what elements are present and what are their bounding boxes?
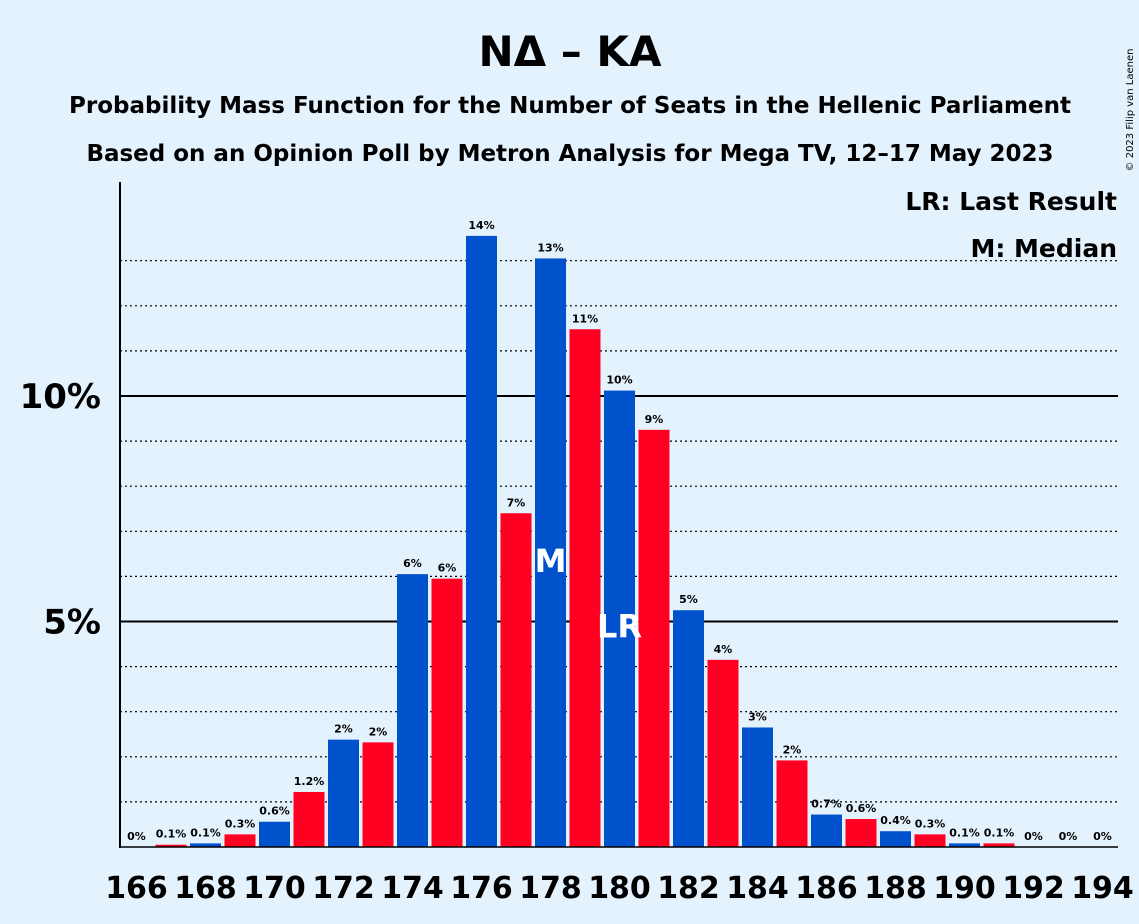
data-label-seat-182: 5% xyxy=(679,593,698,606)
data-label-seat-175: 6% xyxy=(438,562,457,575)
data-label-seat-179: 11% xyxy=(572,312,598,325)
x-axis-ticks: 166 168 170 172 174 176 178 180 182 184 186 188 190 1… xyxy=(105,871,1134,906)
data-label-seat-176: 14% xyxy=(468,219,494,232)
y-axis-ticks: 5% 10% xyxy=(20,377,101,643)
bar-seat-178 xyxy=(535,258,566,847)
data-label-seat-180: 10% xyxy=(606,374,632,387)
bars xyxy=(155,235,1015,847)
median-marker: M xyxy=(535,542,567,580)
bar-seat-190 xyxy=(949,843,980,847)
x-tick-label: 194 xyxy=(1071,871,1134,906)
chart-title: ΝΔ – ΚΑ xyxy=(479,27,662,76)
data-label-seat-187: 0.6% xyxy=(846,802,877,815)
bar-seat-187 xyxy=(845,819,877,847)
bar-seat-176 xyxy=(466,235,497,847)
legend-median: M: Median xyxy=(970,234,1117,263)
bar-seat-188 xyxy=(880,831,911,847)
data-label-seat-168: 0.1% xyxy=(190,826,221,839)
bar-seat-182 xyxy=(673,610,704,847)
data-label-seat-167: 0.1% xyxy=(156,828,187,841)
bar-seat-181 xyxy=(638,429,670,847)
data-label-seat-177: 7% xyxy=(507,496,526,509)
x-tick-label: 176 xyxy=(450,871,513,906)
bar-seat-170 xyxy=(259,821,290,847)
x-tick-label: 182 xyxy=(657,871,720,906)
x-tick-label: 178 xyxy=(519,871,582,906)
bar-seat-168 xyxy=(190,843,221,847)
copyright-note: © 2023 Filip van Laenen xyxy=(1125,49,1136,172)
bar-seat-180 xyxy=(604,390,635,847)
data-label-seat-169: 0.3% xyxy=(225,817,256,830)
data-labels: 0% 0.1% 0.1%0.3%0.6%1.2%2% 2%6% 6%14%7%13%11… xyxy=(127,219,1112,843)
data-label-seat-166: 0% xyxy=(127,830,146,843)
bar-seat-191 xyxy=(983,843,1015,847)
data-label-seat-194: 0% xyxy=(1093,830,1112,843)
bar-seat-184 xyxy=(742,727,773,847)
data-label-seat-185: 2% xyxy=(783,743,802,756)
markers: M LR xyxy=(535,542,642,645)
legend-last-result: LR: Last Result xyxy=(905,187,1117,216)
x-tick-label: 190 xyxy=(933,871,996,906)
data-label-seat-181: 9% xyxy=(645,413,664,426)
last-result-marker: LR xyxy=(597,607,642,645)
data-label-seat-190: 0.1% xyxy=(949,826,980,839)
bar-seat-174 xyxy=(397,574,428,847)
bar-seat-186 xyxy=(811,814,842,847)
data-label-seat-189: 0.3% xyxy=(915,817,946,830)
bar-seat-175 xyxy=(431,578,463,847)
bar-seat-169 xyxy=(224,834,256,847)
y-tick-label: 10% xyxy=(20,377,101,417)
data-label-seat-191: 0.1% xyxy=(984,826,1015,839)
bar-seat-171 xyxy=(293,791,325,847)
data-label-seat-171: 1.2% xyxy=(294,775,325,788)
x-tick-label: 168 xyxy=(174,871,237,906)
x-tick-label: 188 xyxy=(864,871,927,906)
bar-seat-167 xyxy=(155,844,187,847)
data-label-seat-172: 2% xyxy=(334,723,353,736)
bar-seat-183 xyxy=(707,659,739,847)
x-tick-label: 166 xyxy=(105,871,168,906)
data-label-seat-188: 0.4% xyxy=(880,814,911,827)
bar-seat-172 xyxy=(328,739,359,847)
x-tick-label: 184 xyxy=(726,871,789,906)
bar-seat-185 xyxy=(776,760,808,847)
data-label-seat-186: 0.7% xyxy=(811,798,842,811)
data-label-seat-173: 2% xyxy=(369,725,388,738)
y-tick-label: 5% xyxy=(43,603,101,643)
chart-subtitle-source: Based on an Opinion Poll by Metron Analy… xyxy=(86,141,1053,167)
chart-subtitle: Probability Mass Function for the Number… xyxy=(69,93,1071,119)
data-label-seat-192: 0% xyxy=(1024,830,1043,843)
data-label-seat-184: 3% xyxy=(748,710,767,723)
x-tick-label: 170 xyxy=(243,871,306,906)
data-label-seat-178: 13% xyxy=(537,241,563,254)
bar-seat-189 xyxy=(914,834,946,847)
data-label-seat-170: 0.6% xyxy=(259,805,290,818)
bar-seat-173 xyxy=(362,742,394,847)
bar-seat-179 xyxy=(569,329,601,847)
bar-seat-177 xyxy=(500,513,532,847)
x-tick-label: 172 xyxy=(312,871,375,906)
x-tick-label: 186 xyxy=(795,871,858,906)
x-tick-label: 192 xyxy=(1002,871,1065,906)
data-label-seat-183: 4% xyxy=(714,643,733,656)
x-tick-label: 180 xyxy=(588,871,651,906)
data-label-seat-193: 0% xyxy=(1059,830,1078,843)
data-label-seat-174: 6% xyxy=(403,557,422,570)
x-tick-label: 174 xyxy=(381,871,444,906)
